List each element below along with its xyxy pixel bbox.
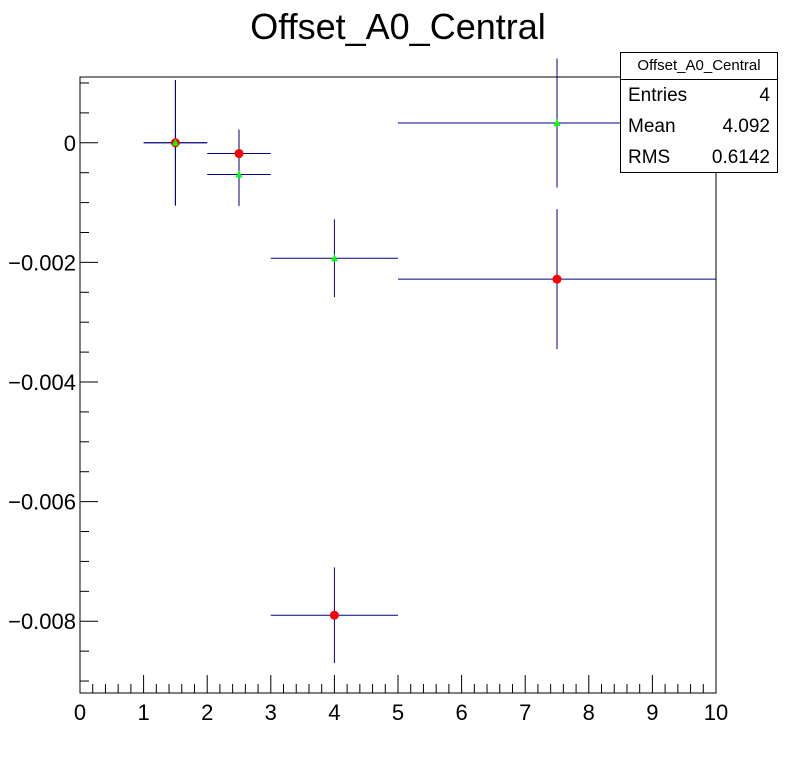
y-tick-label: −0.004	[8, 370, 76, 395]
x-tick-label: 5	[392, 700, 404, 725]
stats-rms-label: RMS	[628, 147, 671, 168]
x-tick-label: 0	[74, 700, 86, 725]
stats-rms-row: RMS 0.6142	[621, 142, 777, 173]
stats-mean-label: Mean	[628, 116, 676, 137]
x-tick-label: 4	[328, 700, 340, 725]
data-point-circle	[329, 610, 339, 620]
y-tick-label: −0.008	[8, 609, 76, 634]
data-point-triangle	[553, 119, 561, 127]
x-tick-label: 1	[137, 700, 149, 725]
stats-entries-label: Entries	[628, 85, 688, 106]
stats-title: Offset_A0_Central	[621, 53, 777, 80]
data-point-triangle	[171, 138, 179, 146]
chart-title: Offset_A0_Central	[250, 6, 546, 47]
stats-mean-row: Mean 4.092	[621, 111, 777, 142]
x-tick-label: 7	[519, 700, 531, 725]
data-point-triangle	[235, 170, 243, 178]
stats-box: Offset_A0_Central Entries 4 Mean 4.092 R…	[620, 52, 778, 173]
stats-entries-value: 4	[759, 85, 770, 106]
x-tick-label: 8	[583, 700, 595, 725]
x-axis: 0 1 2 3 4 5 6 7 8 9 10	[74, 675, 728, 725]
data-point-triangle	[330, 254, 338, 262]
x-tick-label: 10	[704, 700, 728, 725]
x-tick-label: 6	[455, 700, 467, 725]
data-point-circle	[552, 274, 562, 284]
y-axis: 0 −0.002 −0.004 −0.006 −0.008	[8, 82, 98, 682]
data-point-circle	[234, 149, 244, 159]
y-tick-label: −0.006	[8, 490, 76, 515]
stats-entries-row: Entries 4	[621, 80, 777, 111]
x-tick-label: 9	[646, 700, 658, 725]
x-tick-label: 3	[265, 700, 277, 725]
data-marks	[143, 58, 716, 664]
stats-mean-value: 4.092	[722, 116, 770, 137]
stats-rms-value: 0.6142	[711, 147, 770, 168]
y-tick-label: −0.002	[8, 250, 76, 275]
x-tick-label: 2	[201, 700, 213, 725]
y-tick-label: 0	[64, 131, 76, 156]
